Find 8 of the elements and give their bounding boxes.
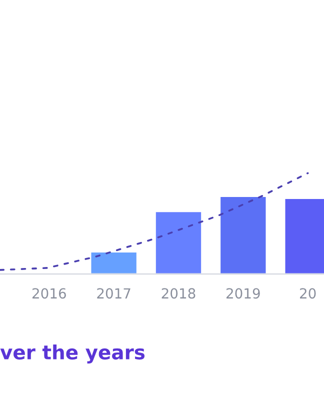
text: ver the years — [0, 344, 145, 364]
bar — [90, 251, 138, 274]
x-tick-label: 2018 — [162, 288, 196, 299]
x-tick-label: 20 — [300, 288, 316, 299]
x-tick-label: 2017 — [97, 288, 130, 299]
x-tick-label: 2016 — [32, 288, 66, 299]
bar — [154, 210, 202, 274]
x-tick-label: 2019 — [226, 288, 260, 299]
